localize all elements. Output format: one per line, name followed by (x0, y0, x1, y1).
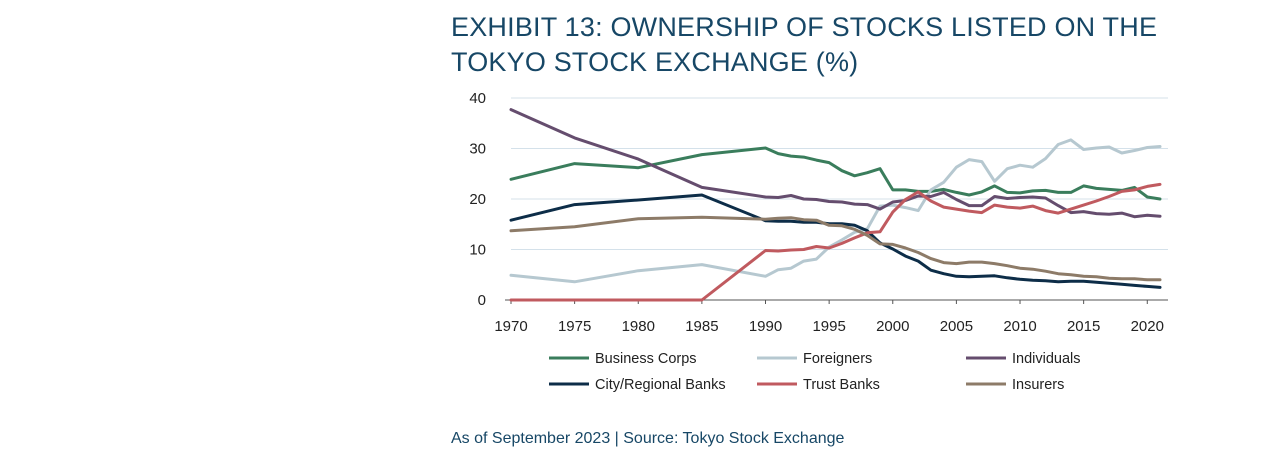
y-tick-label: 20 (469, 191, 486, 208)
legend: Business Corps Foreigners Individuals City/… (549, 351, 1081, 393)
legend-label-trust-banks: Trust Banks (803, 377, 880, 393)
y-tick-label: 30 (469, 141, 486, 158)
gridlines (511, 97, 1168, 250)
series-line-individuals (509, 108, 1162, 219)
series-line-city-regional-banks (509, 193, 1162, 289)
x-tick-label: 2000 (876, 318, 909, 335)
y-tick-label: 10 (469, 242, 486, 259)
series-lines (509, 108, 1162, 302)
legend-label-insurers: Insurers (1012, 377, 1064, 393)
x-tick-label: 1990 (749, 318, 782, 335)
legend-label-individuals: Individuals (1012, 351, 1081, 367)
legend-label-city-regional-banks: City/Regional Banks (595, 377, 726, 393)
x-tick-label: 1970 (494, 318, 527, 335)
x-tick-label: 1985 (685, 318, 718, 335)
axes: 0 10 20 30 40 1970 1975 1980 1985 1990 1995 2000 200… (469, 90, 1168, 335)
x-tick-label: 2010 (1003, 318, 1036, 335)
y-tick-label: 40 (469, 90, 486, 107)
series-line-foreigners (509, 138, 1162, 284)
legend-label-business-corps: Business Corps (595, 351, 697, 367)
x-tick-label: 2015 (1067, 318, 1100, 335)
series-line-trust-banks (509, 182, 1162, 302)
y-tick-label: 0 (478, 292, 486, 309)
x-tick-label: 1980 (622, 318, 655, 335)
x-tick-label: 2020 (1131, 318, 1164, 335)
series-line-business-corps (509, 146, 1162, 201)
x-tick-label: 1975 (558, 318, 591, 335)
source-note: As of September 2023 | Source: Tokyo Sto… (451, 430, 845, 447)
series-line-insurers (509, 215, 1162, 282)
x-tick-label: 2005 (940, 318, 973, 335)
legend-label-foreigners: Foreigners (803, 351, 872, 367)
chart-title: EXHIBIT 13: OWNERSHIP OF STOCKS LISTED O… (451, 12, 1158, 77)
x-tick-label: 1995 (812, 318, 845, 335)
